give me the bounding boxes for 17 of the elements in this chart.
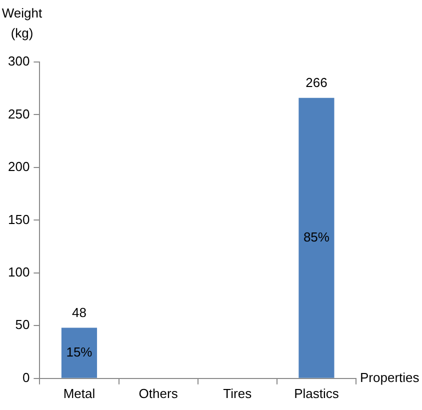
y-tick-label: 0 xyxy=(22,370,30,385)
y-tick-label: 100 xyxy=(8,264,30,280)
x-tick-label: Plastics xyxy=(294,386,340,401)
data-label: 266 xyxy=(306,74,328,90)
x-axis-title: Properties xyxy=(360,370,420,385)
x-tick-label: Others xyxy=(138,386,178,401)
annotation: 15% xyxy=(66,344,93,360)
y-tick-label: 50 xyxy=(15,317,30,332)
x-tick-label: Tires xyxy=(223,386,252,401)
data-label: 48 xyxy=(72,304,86,320)
annotation: 85% xyxy=(303,229,330,244)
y-tick-label: 300 xyxy=(8,54,30,69)
y-tick-label: 150 xyxy=(8,212,30,227)
x-tick-label: Metal xyxy=(63,386,96,401)
y-tick-label: 200 xyxy=(8,159,30,174)
y-tick-label: 250 xyxy=(8,106,30,122)
y-axis-title: Weight (kg) xyxy=(2,6,42,41)
